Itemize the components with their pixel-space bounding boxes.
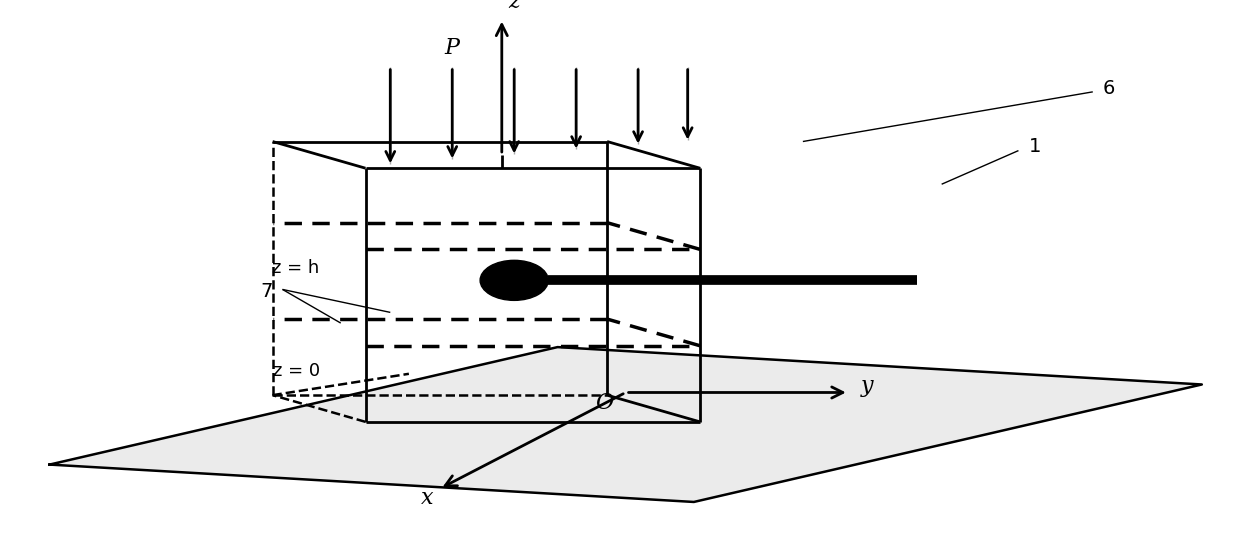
Polygon shape xyxy=(50,347,1202,502)
Text: P: P xyxy=(445,37,460,59)
Text: z = 0: z = 0 xyxy=(273,362,320,380)
Text: z: z xyxy=(508,0,520,13)
Text: 7: 7 xyxy=(260,281,273,301)
Text: 1: 1 xyxy=(1028,137,1041,156)
Text: x: x xyxy=(421,487,434,509)
Text: z = h: z = h xyxy=(273,259,320,277)
Text: O: O xyxy=(596,392,613,414)
Text: 6: 6 xyxy=(1103,78,1115,98)
Ellipse shape xyxy=(479,261,548,300)
Text: y: y xyxy=(861,374,873,397)
